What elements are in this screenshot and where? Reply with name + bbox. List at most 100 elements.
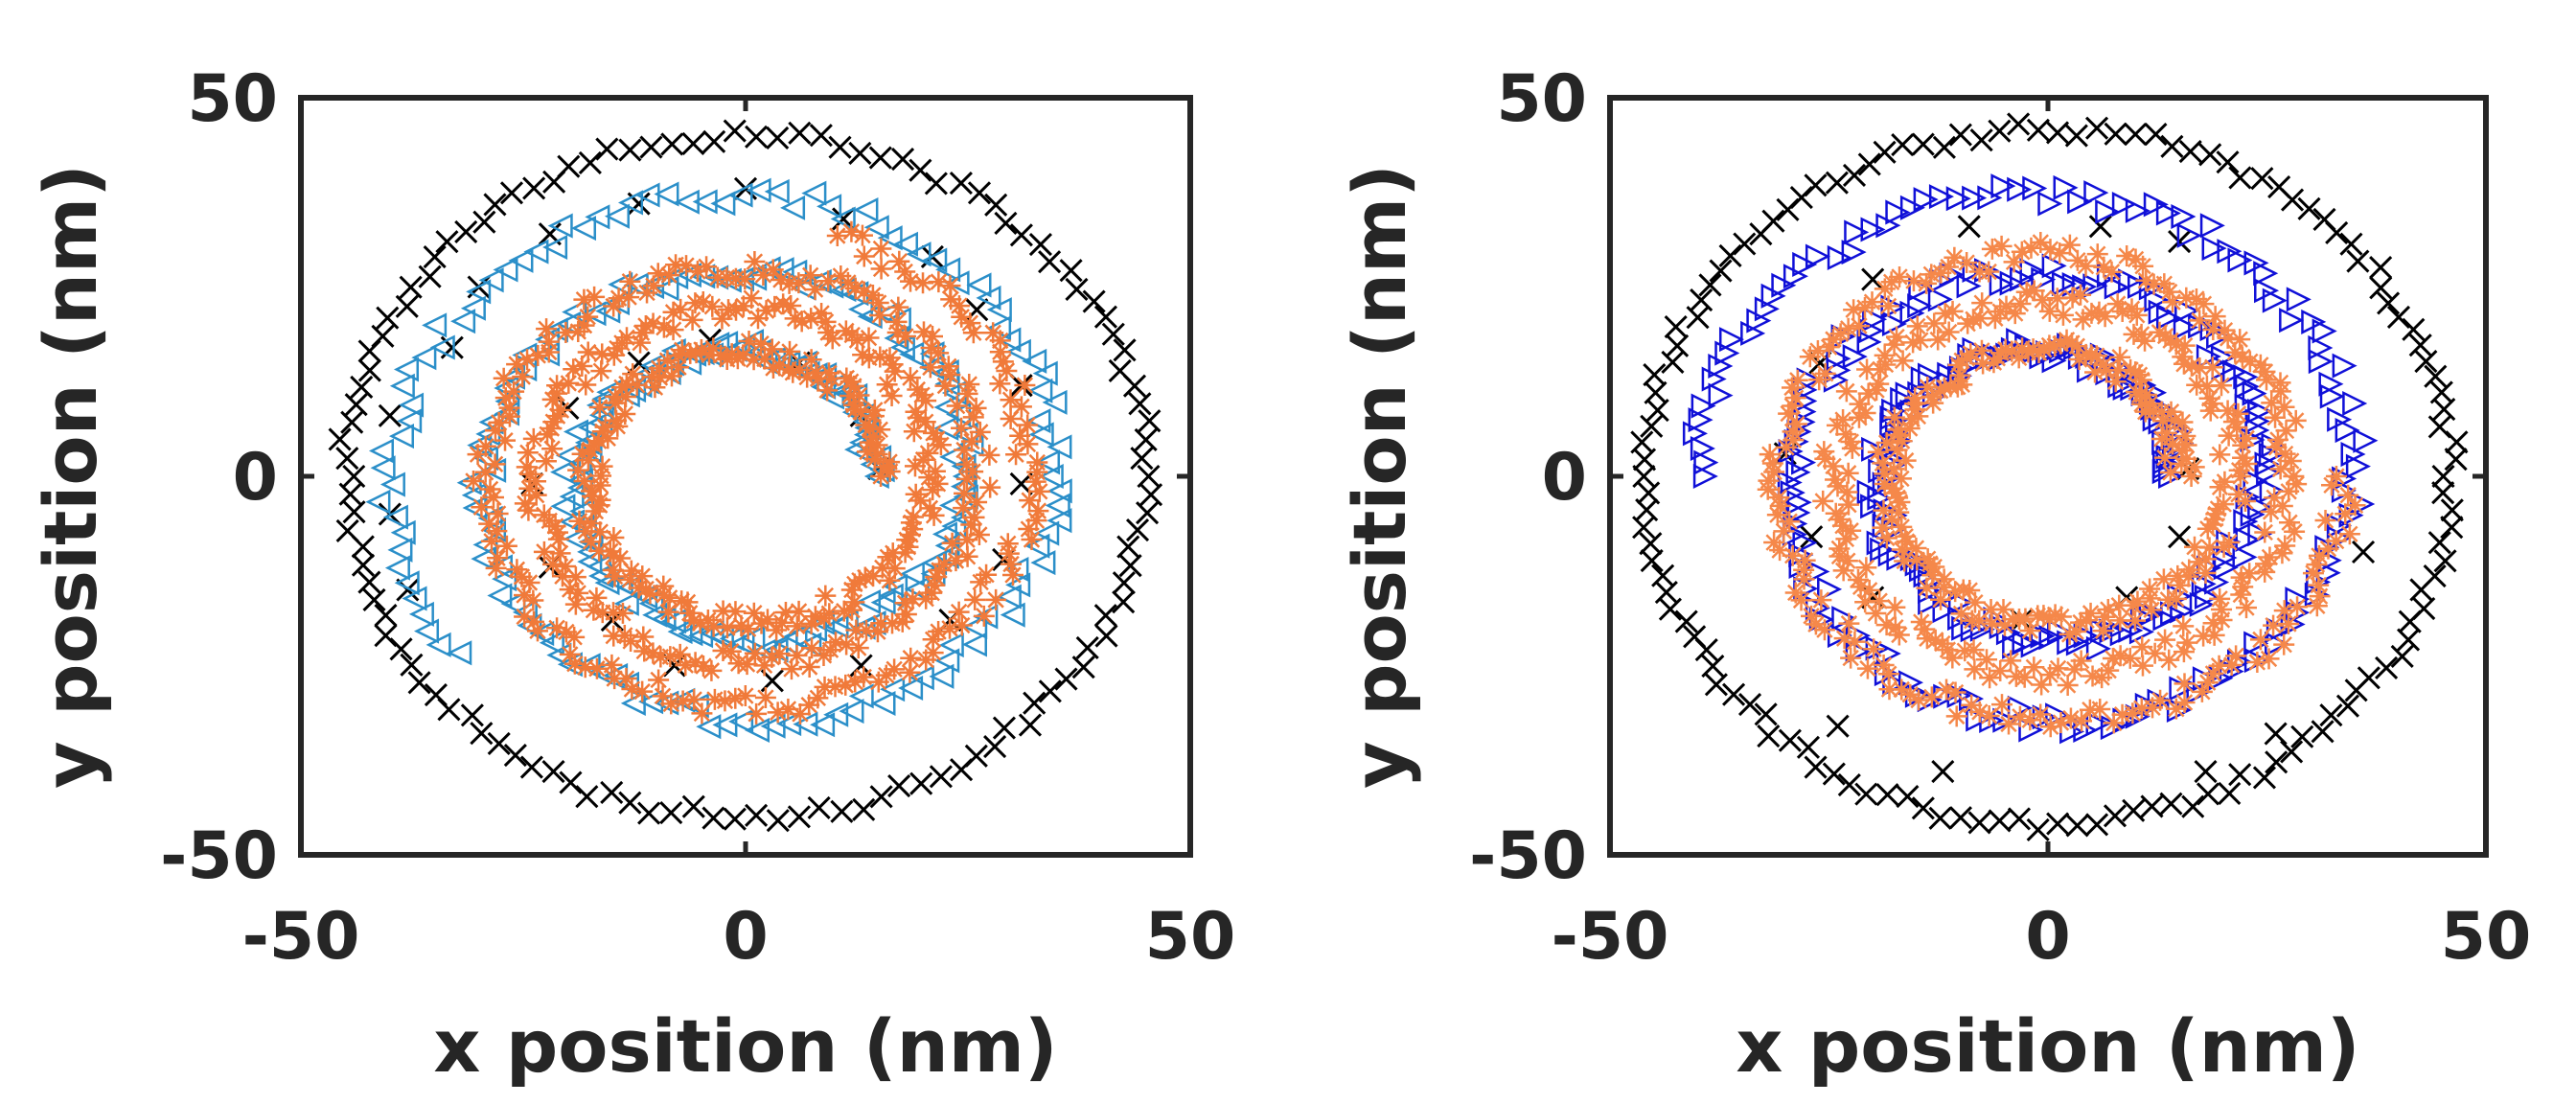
asterisk-marker-point (567, 320, 589, 342)
asterisk-marker-point (2236, 427, 2258, 449)
asterisk-marker-point (817, 270, 840, 292)
asterisk-marker-point (518, 499, 540, 521)
triangle-marker-point (411, 345, 437, 371)
x-marker-point (2084, 116, 2109, 140)
asterisk-marker-point (928, 342, 950, 364)
triangle-marker-point (2353, 427, 2379, 453)
asterisk-marker-point (2254, 521, 2276, 543)
triangle-marker-point (1785, 459, 1811, 485)
triangle-marker-point (450, 309, 476, 334)
asterisk-marker-point (2325, 466, 2347, 487)
asterisk-marker-point (985, 588, 1007, 610)
asterisk-marker-point (536, 318, 558, 340)
asterisk-marker-point (610, 547, 632, 569)
asterisk-marker-point (1806, 340, 1828, 362)
asterisk-marker-point (516, 456, 538, 478)
triangle-marker-point (1951, 615, 1977, 641)
triangle-marker-point (478, 267, 504, 293)
triangle-marker-point (654, 181, 679, 207)
asterisk-marker-point (888, 250, 910, 272)
triangle-marker-point (389, 373, 415, 399)
triangle-marker-point (2191, 571, 2217, 597)
asterisk-marker-point (1929, 380, 1951, 402)
asterisk-marker-point (954, 482, 976, 504)
x-marker-point (2064, 124, 2088, 148)
x-marker-point (503, 743, 527, 768)
asterisk-marker-point (564, 593, 586, 615)
asterisk-marker-point (1909, 330, 1931, 352)
x-marker-point (542, 170, 566, 194)
triangle-marker-point (2235, 526, 2261, 552)
triangle-marker-point (2253, 261, 2279, 287)
asterisk-marker-point (2321, 474, 2343, 496)
asterisk-marker-point (2232, 434, 2254, 456)
asterisk-marker-point (2198, 387, 2220, 409)
asterisk-marker-point (1947, 354, 1969, 376)
asterisk-marker-point (2230, 566, 2252, 588)
x-marker-point (1128, 392, 1152, 416)
asterisk-marker-point (2226, 417, 2248, 439)
x-marker-point (660, 132, 684, 156)
asterisk-marker-point (2019, 620, 2041, 642)
asterisk-marker-point (2121, 298, 2143, 320)
asterisk-marker-point (800, 349, 822, 371)
asterisk-marker-point (2126, 381, 2148, 403)
triangle-marker-point (2243, 648, 2269, 674)
asterisk-marker-point (696, 256, 718, 278)
triangle-marker-point (801, 180, 827, 206)
asterisk-marker-point (1822, 329, 1844, 351)
triangle-marker-point (2243, 631, 2269, 656)
x-marker-point (1118, 554, 1142, 578)
asterisk-marker-point (858, 347, 880, 369)
left-panel: 50 0 -50 -50 0 50 x position (nm) y posi… (28, 61, 1235, 1089)
asterisk-marker-point (2058, 623, 2081, 645)
asterisk-marker-point (2101, 261, 2123, 283)
asterisk-marker-point (1873, 499, 1895, 521)
asterisk-marker-point (2199, 400, 2221, 422)
x-marker-point (2026, 817, 2050, 841)
x-marker-point (2357, 666, 2380, 690)
asterisk-marker-point (2214, 319, 2236, 341)
asterisk-marker-point (2093, 256, 2115, 278)
x-marker-point (435, 230, 459, 254)
asterisk-marker-point (941, 532, 963, 554)
triangle-marker-point (1682, 421, 1708, 447)
asterisk-marker-point (2338, 523, 2360, 545)
asterisk-marker-point (2169, 574, 2191, 596)
asterisk-marker-point (703, 688, 725, 710)
triangle-marker-point (390, 519, 416, 545)
x-marker-point (519, 755, 543, 779)
triangle-marker-point (365, 489, 391, 515)
asterisk-marker-point (1887, 424, 1909, 446)
triangle-marker-point (1038, 463, 1064, 490)
triangle-marker-point (2155, 200, 2181, 226)
asterisk-marker-point (1828, 545, 1851, 567)
asterisk-marker-point (2302, 563, 2324, 585)
asterisk-marker-point (960, 430, 982, 452)
asterisk-marker-point (701, 659, 723, 681)
asterisk-marker-point (471, 496, 493, 518)
asterisk-marker-point (1885, 482, 1907, 504)
asterisk-marker-point (1026, 451, 1048, 473)
asterisk-marker-point (493, 367, 515, 389)
asterisk-marker-point (2172, 411, 2194, 433)
asterisk-marker-point (555, 321, 577, 343)
x-marker-point (967, 181, 992, 205)
asterisk-marker-point (1848, 315, 1870, 337)
x-marker-point (1931, 760, 1955, 784)
asterisk-marker-point (485, 557, 507, 579)
x-marker-point (2065, 814, 2089, 838)
asterisk-marker-point (762, 259, 784, 281)
asterisk-marker-point (1884, 596, 1906, 618)
asterisk-marker-point (1808, 369, 1830, 391)
asterisk-marker-point (669, 643, 691, 665)
asterisk-marker-point (630, 332, 652, 354)
triangle-marker-point (830, 206, 856, 232)
asterisk-marker-point (1000, 553, 1023, 575)
asterisk-marker-point (1916, 272, 1938, 294)
x-marker-point (723, 119, 747, 143)
asterisk-marker-point (2202, 612, 2224, 634)
x-marker-point (1009, 223, 1033, 247)
x-marker-point (376, 306, 400, 330)
x-marker-point (378, 403, 402, 427)
